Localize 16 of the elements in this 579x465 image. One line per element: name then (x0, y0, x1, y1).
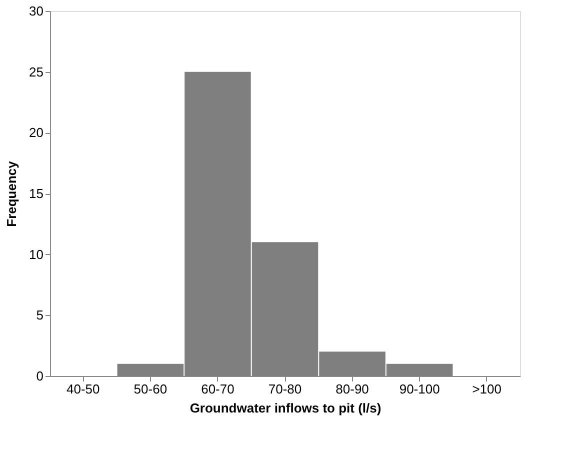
y-tick-label: 5 (36, 308, 44, 323)
x-tick-label: 90-100 (399, 382, 440, 396)
x-tick-label: >100 (472, 382, 502, 396)
y-tick-label: 30 (29, 4, 44, 18)
x-tick-label: 80-90 (336, 382, 369, 396)
x-tick-label: 60-70 (201, 382, 234, 396)
y-tick-label: 0 (36, 368, 44, 384)
y-tick-label: 20 (29, 125, 44, 140)
x-axis-title: Groundwater inflows to pit (l/s) (190, 400, 382, 416)
y-tick-label: 10 (29, 246, 44, 262)
x-tick-label: 70-80 (268, 382, 302, 396)
y-tick-label: 25 (29, 64, 44, 80)
x-tick-label: 50-60 (134, 382, 168, 396)
y-axis-title: Frequency (4, 160, 20, 227)
y-tick-label: 15 (29, 186, 44, 201)
x-tick-label: 40-50 (66, 382, 100, 396)
